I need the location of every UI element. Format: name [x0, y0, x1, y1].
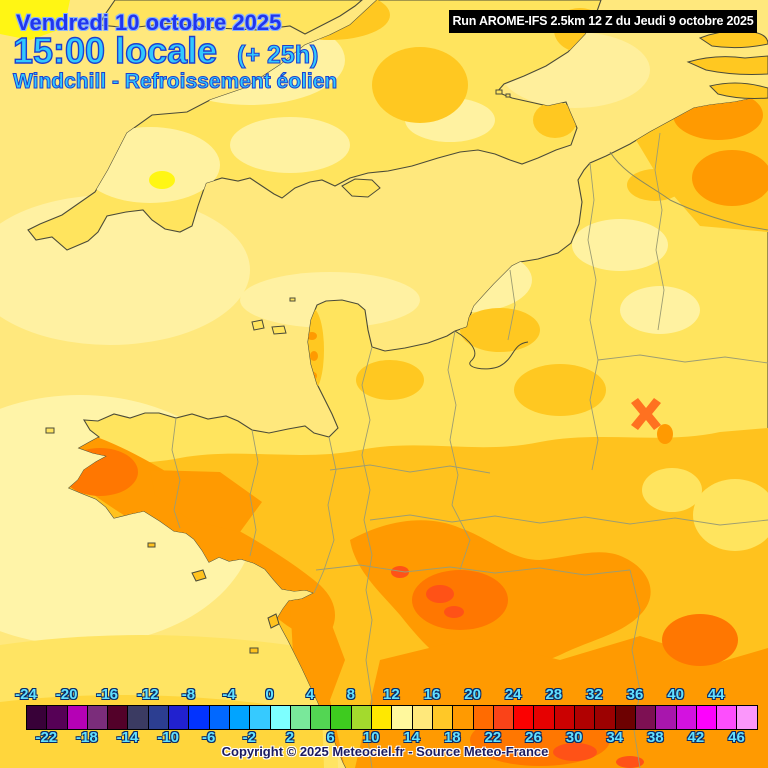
scale-cell [635, 706, 657, 729]
scale-cell [534, 706, 555, 729]
scale-label: -16 [96, 686, 119, 703]
scale-cell [209, 706, 230, 729]
scale-label: 2 [285, 729, 295, 746]
scale-label: -24 [15, 686, 37, 703]
scale-label: -18 [76, 729, 98, 746]
scale-cell [27, 706, 48, 729]
scale-cell [656, 706, 677, 729]
scale-label: 22 [484, 729, 502, 746]
scale-label: -22 [35, 729, 58, 746]
scale-cell [595, 706, 616, 729]
scale-label: 8 [346, 686, 355, 703]
scale-cell [47, 706, 68, 729]
parameter-label: Windchill - Refroissement éolien [12, 70, 338, 94]
local-time-label: 15:00 locale [12, 29, 218, 71]
scale-cell [229, 706, 251, 729]
copyright-notice: Copyright © 2025 Meteociel.fr - Source M… [221, 744, 549, 759]
scale-cell [514, 706, 535, 729]
scale-cell [473, 706, 494, 729]
scale-label: -4 [222, 686, 236, 703]
scale-label: 6 [326, 729, 335, 746]
scale-cell [270, 706, 291, 729]
scale-cell [554, 706, 576, 729]
scale-label: 36 [626, 686, 644, 703]
scale-label: -2 [242, 729, 256, 746]
scale-cell [432, 706, 454, 729]
scale-label: 28 [545, 686, 563, 703]
scale-cell [372, 706, 393, 729]
scale-label: -12 [136, 686, 159, 703]
scale-label: 12 [383, 686, 400, 703]
scale-cell [250, 706, 271, 729]
scale-label: -8 [181, 686, 196, 703]
scale-cell [331, 706, 352, 729]
scale-label: 14 [403, 729, 421, 746]
scale-cell [493, 706, 515, 729]
scale-cell [108, 706, 129, 729]
scale-label: 26 [525, 729, 542, 746]
scale-cell [575, 706, 596, 729]
scale-cell [128, 706, 149, 729]
scale-label: 32 [586, 686, 603, 703]
scale-label: 4 [306, 686, 315, 703]
scale-label: 18 [443, 729, 461, 746]
scale-label: 16 [423, 686, 441, 703]
scale-label: -10 [157, 729, 179, 746]
date-label: Vendredi 10 octobre 2025 [16, 10, 282, 35]
forecast-offset-label: (+ 25h) [237, 40, 319, 69]
scale-cell [169, 706, 190, 729]
scale-label: 46 [728, 729, 745, 746]
scale-label: -6 [202, 729, 216, 746]
color-scale-bar [26, 705, 758, 730]
scale-cell [696, 706, 718, 729]
scale-label: 10 [362, 729, 380, 746]
scale-label: -14 [116, 729, 139, 746]
scale-cell [311, 706, 332, 729]
scale-cell [717, 706, 738, 729]
scale-label: 38 [646, 729, 664, 746]
department-borders [171, 132, 768, 768]
scale-label: 42 [687, 729, 705, 746]
scale-cell [676, 706, 697, 729]
scale-cell [290, 706, 312, 729]
scale-cell [392, 706, 413, 729]
scale-cell [453, 706, 474, 729]
scale-label: 20 [464, 686, 481, 703]
scale-label: 40 [667, 686, 684, 703]
scale-cell [67, 706, 88, 729]
scale-cell [412, 706, 433, 729]
scale-label: 34 [606, 729, 624, 746]
scale-cell [615, 706, 636, 729]
scale-cell [737, 706, 757, 729]
time-row: 15:00 locale (+ 25h) [12, 29, 319, 72]
scale-label: 44 [707, 686, 725, 703]
scale-label: 0 [265, 686, 274, 703]
scale-label: 30 [565, 729, 583, 746]
scale-cell [351, 706, 373, 729]
model-run-info: Run AROME-IFS 2.5km 12 Z du Jeudi 9 octo… [449, 10, 757, 33]
scale-label: 24 [504, 686, 522, 703]
scale-cell [189, 706, 210, 729]
scale-cell [87, 706, 109, 729]
scale-label: -20 [55, 686, 78, 703]
scale-cell [148, 706, 170, 729]
